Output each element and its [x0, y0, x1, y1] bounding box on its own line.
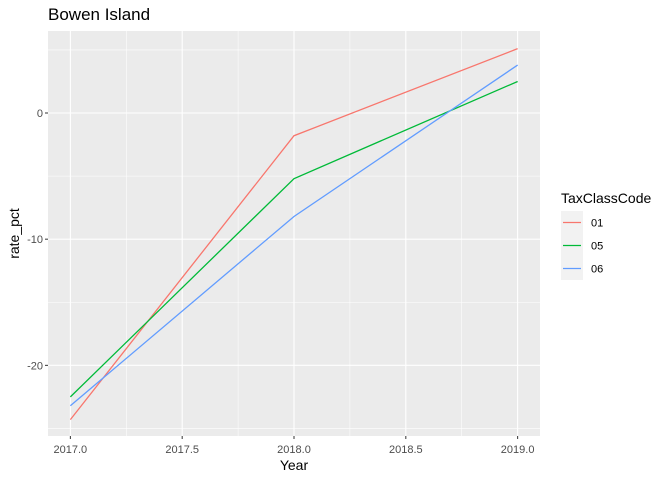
grid-major	[48, 31, 540, 436]
legend-items: 01 05 06	[561, 211, 603, 280]
x-tick-label: 2018.5	[389, 444, 423, 456]
series-line-06	[69, 64, 519, 407]
y-tick-label: -20	[27, 360, 43, 372]
y-axis-ticks: -20 -10 0	[27, 108, 48, 372]
legend-label: 05	[591, 241, 603, 253]
x-tick-label: 2017.0	[54, 444, 88, 456]
x-tick-label: 2017.5	[165, 444, 199, 456]
x-axis-title: Year	[280, 457, 309, 473]
x-axis-ticks: 2017.0 2017.5 2018.0 2018.5 2019.0	[54, 436, 535, 456]
x-tick-label: 2019.0	[501, 444, 535, 456]
legend-label: 01	[591, 218, 603, 230]
chart-title: Bowen Island	[48, 5, 150, 24]
x-tick-label: 2018.0	[277, 444, 311, 456]
series-line-05	[69, 80, 518, 398]
y-tick-label: 0	[37, 108, 43, 120]
legend-title: TaxClassCode	[561, 190, 651, 206]
legend: TaxClassCode 01 05 06	[561, 190, 651, 280]
series-lines	[69, 48, 519, 421]
legend-label: 06	[591, 264, 603, 276]
y-axis-title: rate_pct	[6, 208, 22, 259]
y-tick-label: -10	[27, 234, 43, 246]
